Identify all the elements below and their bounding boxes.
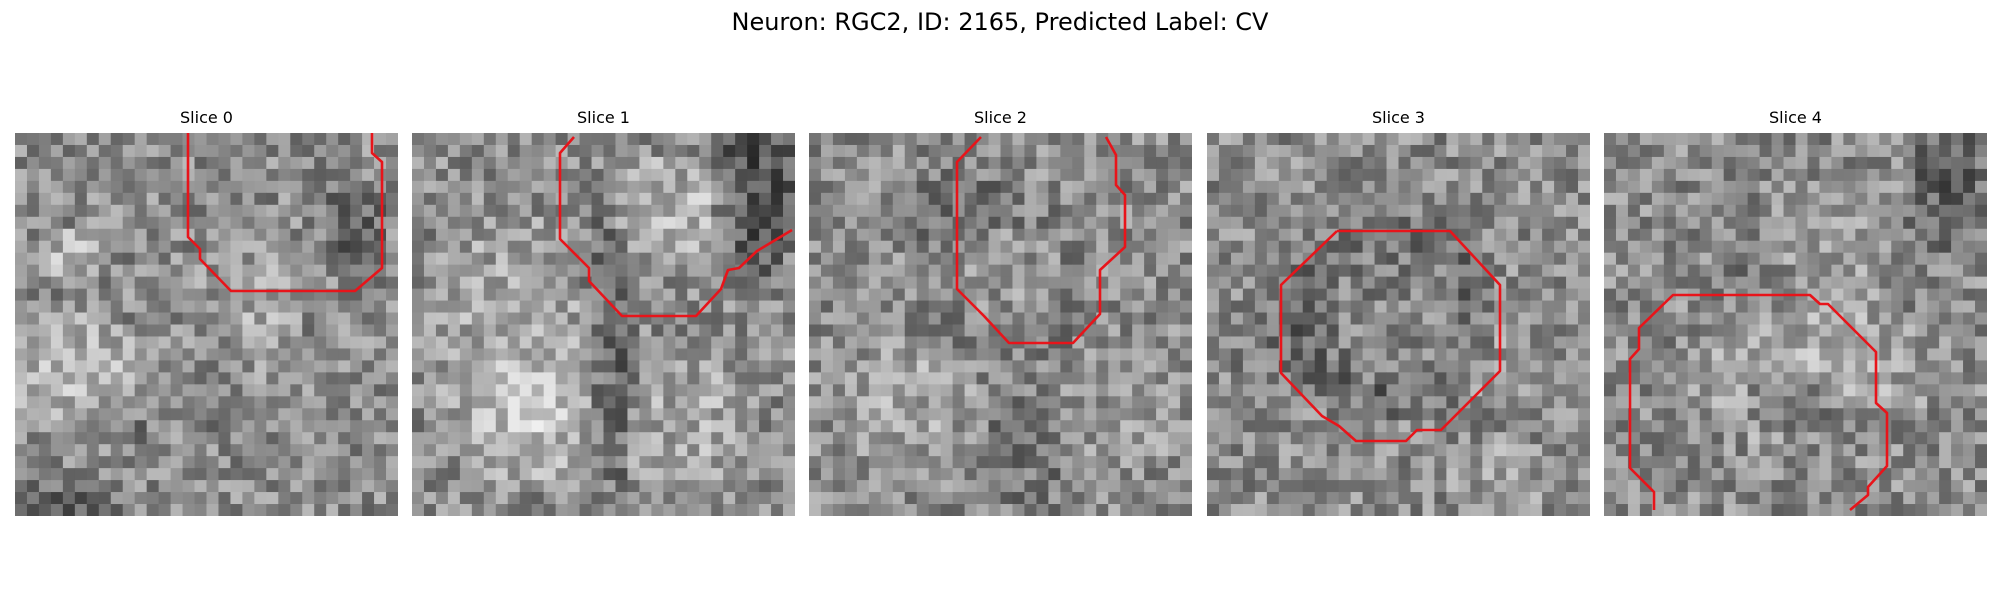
slice-2-title: Slice 2 [974,108,1027,127]
slice-2-image [809,133,1192,516]
slice-4-grayscale-pixels [1604,133,1987,516]
slice-1-image [412,133,795,516]
slice-1-grayscale-pixels [412,133,795,516]
slice-1-title: Slice 1 [577,108,630,127]
slice-0-image [15,133,398,516]
slice-2-grayscale-pixels [809,133,1192,516]
slice-3-image [1207,133,1590,516]
slice-0-grayscale-pixels [15,133,398,516]
slice-4-title: Slice 4 [1769,108,1822,127]
slice-0-contour [186,133,384,293]
slice-0-title: Slice 0 [180,108,233,127]
slice-3-contour [1279,229,1502,443]
slice-3-grayscale-pixels [1207,133,1590,516]
slice-3-title: Slice 3 [1372,108,1425,127]
slice-4-image [1604,133,1987,516]
slice-4-contour [1628,293,1889,511]
slice-2-contour [955,136,1127,345]
figure-title: Neuron: RGC2, ID: 2165, Predicted Label:… [731,8,1269,36]
slice-1-contour [558,136,793,318]
